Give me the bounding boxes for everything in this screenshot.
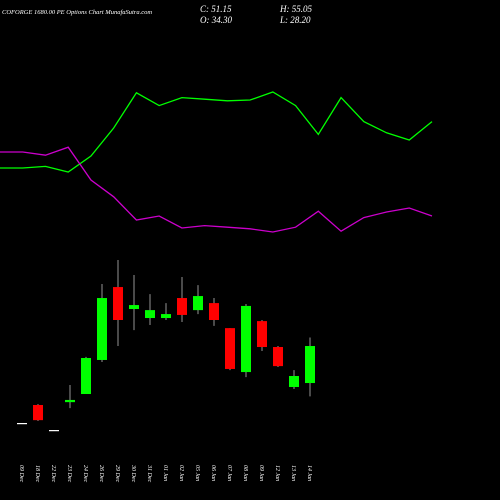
candle-body xyxy=(17,423,27,425)
candle-body xyxy=(33,404,43,421)
close-label: C: 51.15 xyxy=(200,4,232,14)
candle-body xyxy=(209,303,219,320)
x-tick-label: 08 Jan xyxy=(242,465,248,481)
candle-body xyxy=(193,296,203,311)
line-series xyxy=(0,91,433,173)
candle-body xyxy=(305,346,315,384)
open-label: O: 34.30 xyxy=(200,15,232,25)
x-tick-label: 14 Jan xyxy=(306,465,313,481)
candle-body xyxy=(225,328,235,369)
candle-body xyxy=(257,321,267,348)
x-tick-label: 01 Jan xyxy=(162,465,168,481)
x-tick-label: 02 Jan xyxy=(178,465,184,481)
candle-body xyxy=(113,287,123,320)
x-tick-label: 30 Dec xyxy=(130,464,136,482)
candle-body xyxy=(161,314,171,319)
x-tick-label: 24 Dec xyxy=(82,465,89,482)
x-tick-label: 29 Dec xyxy=(114,465,120,482)
line-series xyxy=(0,146,433,233)
candle-body xyxy=(129,305,139,310)
x-tick-label: 31 Dec xyxy=(146,464,152,482)
x-tick-label: 09 Jan xyxy=(258,465,264,481)
candle-body xyxy=(177,298,187,315)
x-tick-label: 26 Dec xyxy=(98,465,104,482)
x-tick-label: 13 Jan xyxy=(290,465,296,481)
x-tick-label: 09 Dec xyxy=(18,465,24,482)
low-label: L: 28.20 xyxy=(279,15,311,25)
candle-body xyxy=(97,298,107,360)
x-tick-label: 22 Dec xyxy=(50,465,56,482)
chart-title: COFORGE 1680.00 PE Options Chart MunafaS… xyxy=(2,9,152,16)
x-tick-label: 05 Jan xyxy=(194,465,200,481)
x-tick-label: 07 Jan xyxy=(226,465,232,481)
x-tick-label: 06 Jan xyxy=(210,465,216,481)
x-tick-label: 18 Dec xyxy=(34,465,40,482)
candle-body xyxy=(145,310,155,319)
x-tick-label: 23 Dec xyxy=(66,465,72,482)
x-tick-label: 12 Jan xyxy=(274,465,280,481)
candle-body xyxy=(241,305,251,373)
candle-body xyxy=(65,399,75,403)
candle-body xyxy=(273,347,283,367)
high-label: H: 55.05 xyxy=(279,4,312,14)
candle-body xyxy=(81,357,91,395)
candle-body xyxy=(49,430,59,432)
candle-body xyxy=(289,376,299,387)
